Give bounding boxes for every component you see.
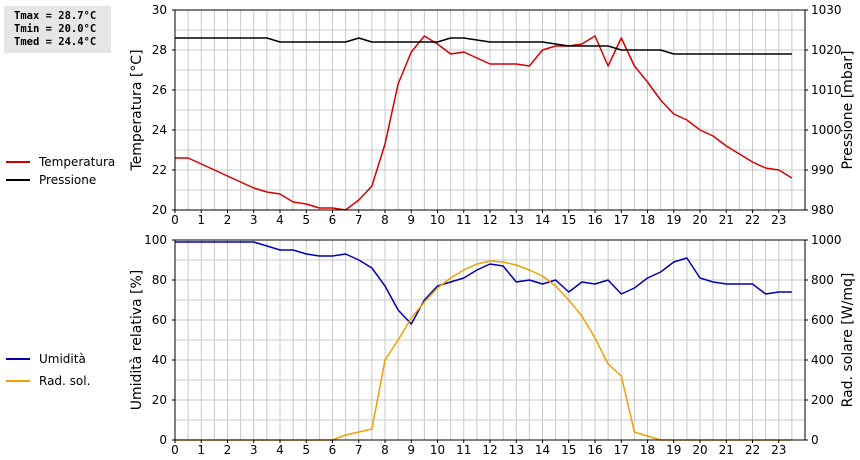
x-tick-label: 11 [456, 443, 471, 457]
y-right-axis-label: Pressione [mbar] [840, 50, 856, 169]
chart-panel-1: 0 1 2 3 4 5 6 7 8 9 10 11 12 13 14 15 16 17 18 19 20 21 22 2320… [6, 3, 856, 227]
x-tick-label: 2 [224, 443, 232, 457]
x-tick-label: 2 [224, 213, 232, 227]
y-left-tick-label: 20 [152, 393, 167, 407]
series-line-temperatura [175, 35, 793, 211]
x-tick-label: 13 [509, 443, 524, 457]
y-left-tick-label: 28 [152, 43, 167, 57]
x-tick-label: 23 [771, 443, 786, 457]
chart-panel-2: 0 1 2 3 4 5 6 7 8 9 10 11 12 13 14 15 16 17 18 19 20 21 22 2302… [6, 233, 856, 457]
x-tick-label: 21 [719, 213, 734, 227]
stat-tmax: Tmax = 28.7°C [14, 10, 97, 22]
x-tick-label: 1 [197, 443, 205, 457]
stats-box: Tmax = 28.7°C Tmin = 20.0°C Tmed = 24.4°… [4, 6, 111, 53]
x-tick-label: 16 [587, 443, 602, 457]
x-tick-label: 16 [587, 213, 602, 227]
y-left-axis-label: Umidità relativa [%] [129, 270, 145, 411]
x-tick-label: 11 [456, 213, 471, 227]
y-left-tick-label: 0 [159, 433, 167, 447]
legend-label: Rad. sol. [39, 374, 90, 388]
x-tick-label: 3 [250, 213, 258, 227]
y-left-tick-label: 20 [152, 203, 167, 217]
x-tick-label: 9 [407, 213, 415, 227]
series-line-pressione [175, 37, 792, 55]
x-tick-label: 12 [482, 443, 497, 457]
y-left-tick-label: 26 [152, 83, 167, 97]
x-tick-label: 4 [276, 213, 284, 227]
x-tick-label: 7 [355, 443, 363, 457]
x-tick-label: 21 [719, 443, 734, 457]
legend-label: Pressione [39, 173, 96, 187]
y-right-tick-label: 0 [811, 433, 819, 447]
x-tick-label: 8 [381, 443, 389, 457]
y-left-tick-label: 30 [152, 3, 167, 17]
x-tick-label: 8 [381, 213, 389, 227]
y-right-tick-label: 990 [811, 163, 834, 177]
y-right-tick-label: 1000 [811, 123, 842, 137]
x-tick-label: 14 [535, 443, 550, 457]
y-left-tick-label: 24 [152, 123, 167, 137]
x-tick-label: 6 [329, 213, 337, 227]
x-tick-label: 17 [614, 443, 629, 457]
series-line-umidit- [175, 241, 792, 325]
x-tick-label: 19 [666, 213, 681, 227]
x-tick-label: 9 [407, 443, 415, 457]
x-tick-label: 4 [276, 443, 284, 457]
y-left-tick-label: 60 [152, 313, 167, 327]
y-right-tick-label: 1030 [811, 3, 842, 17]
y-right-axis-label: Rad. solare [W/mq] [840, 273, 856, 408]
x-tick-label: 5 [302, 213, 310, 227]
x-tick-label: 22 [745, 213, 760, 227]
x-tick-label: 6 [329, 443, 337, 457]
y-right-tick-label: 1000 [811, 233, 842, 247]
x-tick-label: 15 [561, 213, 576, 227]
x-tick-label: 18 [640, 443, 655, 457]
y-right-tick-label: 1020 [811, 43, 842, 57]
y-left-tick-label: 100 [144, 233, 167, 247]
x-tick-label: 20 [692, 443, 707, 457]
x-tick-label: 13 [509, 213, 524, 227]
y-right-tick-label: 800 [811, 273, 834, 287]
x-tick-label: 15 [561, 443, 576, 457]
x-tick-label: 17 [614, 213, 629, 227]
x-tick-label: 0 [171, 213, 179, 227]
x-tick-label: 18 [640, 213, 655, 227]
y-right-tick-label: 1010 [811, 83, 842, 97]
x-tick-label: 19 [666, 443, 681, 457]
legend-label: Temperatura [38, 155, 115, 169]
x-tick-label: 5 [302, 443, 310, 457]
x-tick-label: 0 [171, 443, 179, 457]
x-tick-label: 7 [355, 213, 363, 227]
y-right-tick-label: 600 [811, 313, 834, 327]
x-tick-label: 22 [745, 443, 760, 457]
y-left-axis-label: Temperatura [°C] [129, 49, 145, 171]
x-tick-label: 23 [771, 213, 786, 227]
stat-tmed: Tmed = 24.4°C [14, 36, 97, 48]
y-left-tick-label: 40 [152, 353, 167, 367]
y-right-tick-label: 980 [811, 203, 834, 217]
y-right-tick-label: 400 [811, 353, 834, 367]
x-tick-label: 12 [482, 213, 497, 227]
y-left-tick-label: 80 [152, 273, 167, 287]
x-tick-label: 10 [430, 443, 445, 457]
x-tick-label: 1 [197, 213, 205, 227]
x-tick-label: 14 [535, 213, 550, 227]
stat-tmin: Tmin = 20.0°C [14, 23, 97, 35]
x-tick-label: 20 [692, 213, 707, 227]
y-left-tick-label: 22 [152, 163, 167, 177]
x-tick-label: 10 [430, 213, 445, 227]
legend-label: Umidità [39, 352, 86, 366]
y-right-tick-label: 200 [811, 393, 834, 407]
x-tick-label: 3 [250, 443, 258, 457]
